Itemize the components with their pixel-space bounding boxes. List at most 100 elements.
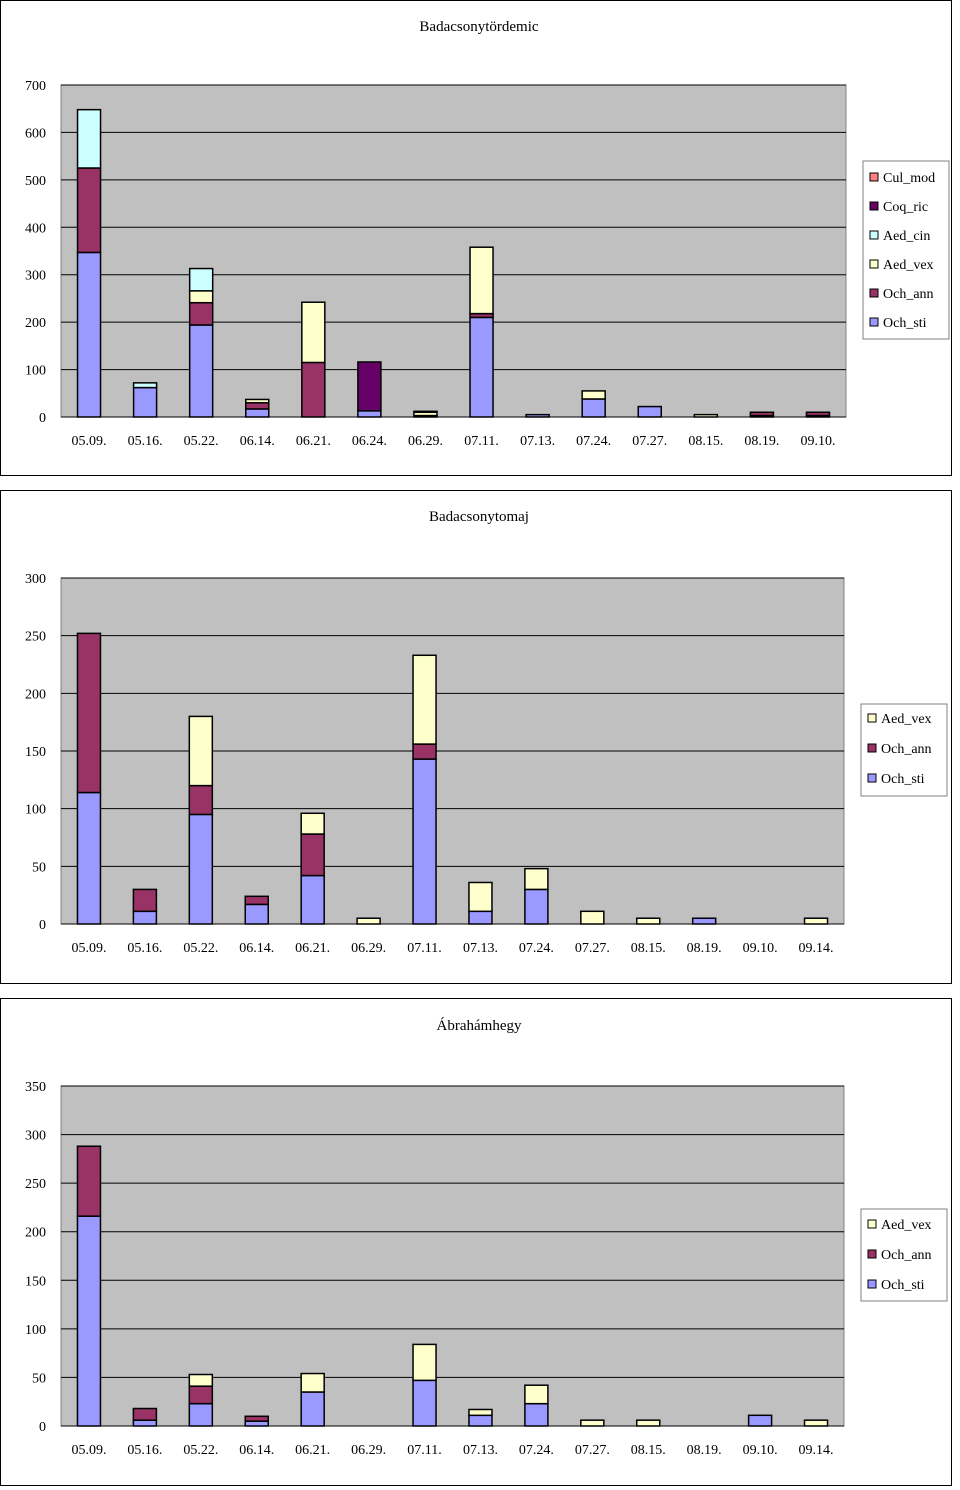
chart-svg: Badacsonytomaj 0 50 100 150 200 250 300 05.09. 0…: [25, 509, 948, 956]
x-tick-label: 06.14.: [240, 434, 275, 449]
legend-swatch: [867, 1279, 877, 1289]
legend-box: [862, 160, 950, 340]
x-tick-label: 05.22.: [183, 1443, 218, 1458]
y-tick-label: 200: [25, 687, 46, 702]
bar-segment: [245, 398, 270, 404]
legend-label: Och_ann: [883, 287, 934, 302]
x-tick-label: 07.11.: [407, 941, 441, 956]
x-tick-label: 07.27.: [575, 1443, 610, 1458]
bar-segment: [469, 246, 494, 315]
chart-svg: Ábrahámhegy 0 50 100 150 200 250 300 350 05.09. 0…: [25, 1017, 948, 1458]
bar-segment: [244, 903, 269, 925]
legend-label: Aed_vex: [881, 1218, 932, 1233]
bar-segment: [301, 361, 326, 418]
bar-segment: [188, 715, 214, 787]
y-tick-label: 0: [39, 1420, 46, 1435]
legend-label: Aed_cin: [883, 229, 930, 244]
x-tick-label: 07.24.: [519, 1443, 554, 1458]
bar-segment: [300, 833, 325, 877]
bar-segment: [188, 813, 214, 925]
bar-segment: [132, 888, 158, 913]
bar-segment: [76, 1145, 102, 1217]
bar-segment: [188, 267, 214, 292]
bar-segment: [76, 632, 102, 794]
bar-segment: [188, 290, 214, 304]
legend-swatch: [867, 1219, 877, 1229]
x-tick-label: 07.27.: [575, 941, 610, 956]
bar-segment: [356, 917, 381, 925]
bar-segment: [412, 1343, 437, 1382]
bar-segment: [188, 324, 214, 418]
x-tick-label: 08.15.: [631, 1443, 666, 1458]
bar-segment: [468, 910, 493, 925]
y-tick-label: 100: [25, 803, 46, 818]
bar-segment: [803, 917, 829, 925]
x-tick-label: 06.29.: [408, 434, 443, 449]
chart-badacsonytomaj: Badacsonytomaj 0 50 100 150 200 250 300 05.09. 0…: [0, 490, 952, 984]
bar-segment: [580, 1419, 605, 1427]
y-tick-label: 700: [25, 79, 46, 94]
legend-swatch: [867, 1249, 877, 1259]
bar-segment: [245, 408, 270, 418]
bar-segment: [132, 386, 158, 418]
x-tick-label: 09.14.: [799, 1443, 834, 1458]
bar-segment: [747, 1414, 773, 1427]
legend-swatch: [867, 713, 877, 723]
x-tick-label: 07.13.: [463, 1443, 498, 1458]
y-tick-label: 0: [39, 411, 46, 426]
x-tick-label: 05.09.: [72, 434, 107, 449]
y-tick-label: 500: [25, 174, 46, 189]
bar-segment: [132, 382, 158, 389]
bar-segment: [524, 1402, 549, 1427]
x-tick-label: 05.22.: [183, 941, 218, 956]
x-tick-label: 06.21.: [295, 1443, 330, 1458]
bar-segment: [636, 917, 661, 925]
y-tick-label: 250: [25, 1177, 46, 1192]
y-tick-label: 350: [25, 1080, 46, 1095]
bar-segment: [245, 402, 270, 410]
plot-area: [60, 1085, 845, 1427]
x-tick-label: 06.14.: [239, 1443, 274, 1458]
y-tick-label: 300: [25, 269, 46, 284]
bar-segment: [357, 410, 382, 418]
x-tick-label: 06.14.: [239, 941, 274, 956]
bar-segment: [412, 758, 437, 925]
chart-badacsonytordemic: Badacsonytördemic 0 100 200 300 400 500 600 700…: [0, 0, 952, 476]
x-tick-label: 09.14.: [799, 941, 834, 956]
legend-swatch: [869, 259, 879, 269]
x-tick-label: 05.16.: [127, 1443, 162, 1458]
x-tick-label: 08.15.: [688, 434, 723, 449]
bar-segment: [524, 867, 549, 891]
bar-segment: [412, 654, 437, 745]
chart-title: Badacsonytomaj: [429, 509, 529, 525]
y-tick-label: 50: [32, 1371, 46, 1386]
legend-swatch: [869, 201, 879, 211]
y-tick-label: 150: [25, 745, 46, 760]
legend-label: Och_sti: [883, 316, 927, 331]
x-tick-label: 05.09.: [71, 1443, 106, 1458]
bar-segment: [693, 413, 719, 418]
bar-segment: [301, 301, 326, 364]
bar-segment: [469, 316, 494, 418]
bar-segment: [749, 411, 775, 417]
x-tick-label: 06.21.: [295, 941, 330, 956]
x-tick-label: 08.19.: [744, 434, 779, 449]
bar-segment: [581, 398, 606, 418]
chart-title: Ábrahámhegy: [437, 1017, 522, 1034]
legend-swatch: [867, 743, 877, 753]
chart-title: Badacsonytördemic: [419, 19, 538, 35]
bar-segment: [580, 910, 605, 925]
x-tick-label: 06.29.: [351, 1443, 386, 1458]
x-tick-label: 05.16.: [127, 941, 162, 956]
x-tick-label: 07.24.: [519, 941, 554, 956]
bar-segment: [188, 784, 214, 816]
chart-abrahamhegy: Ábrahámhegy 0 50 100 150 200 250 300 350 05.09. 0…: [0, 998, 952, 1486]
bar-segment: [188, 1385, 214, 1405]
x-tick-label: 05.16.: [128, 434, 163, 449]
bar-segment: [188, 1402, 214, 1427]
legend-swatch: [869, 288, 879, 298]
x-tick-label: 07.24.: [576, 434, 611, 449]
y-tick-label: 300: [25, 1129, 46, 1144]
x-tick-label: 07.27.: [632, 434, 667, 449]
legend-label: Och_sti: [881, 772, 925, 787]
